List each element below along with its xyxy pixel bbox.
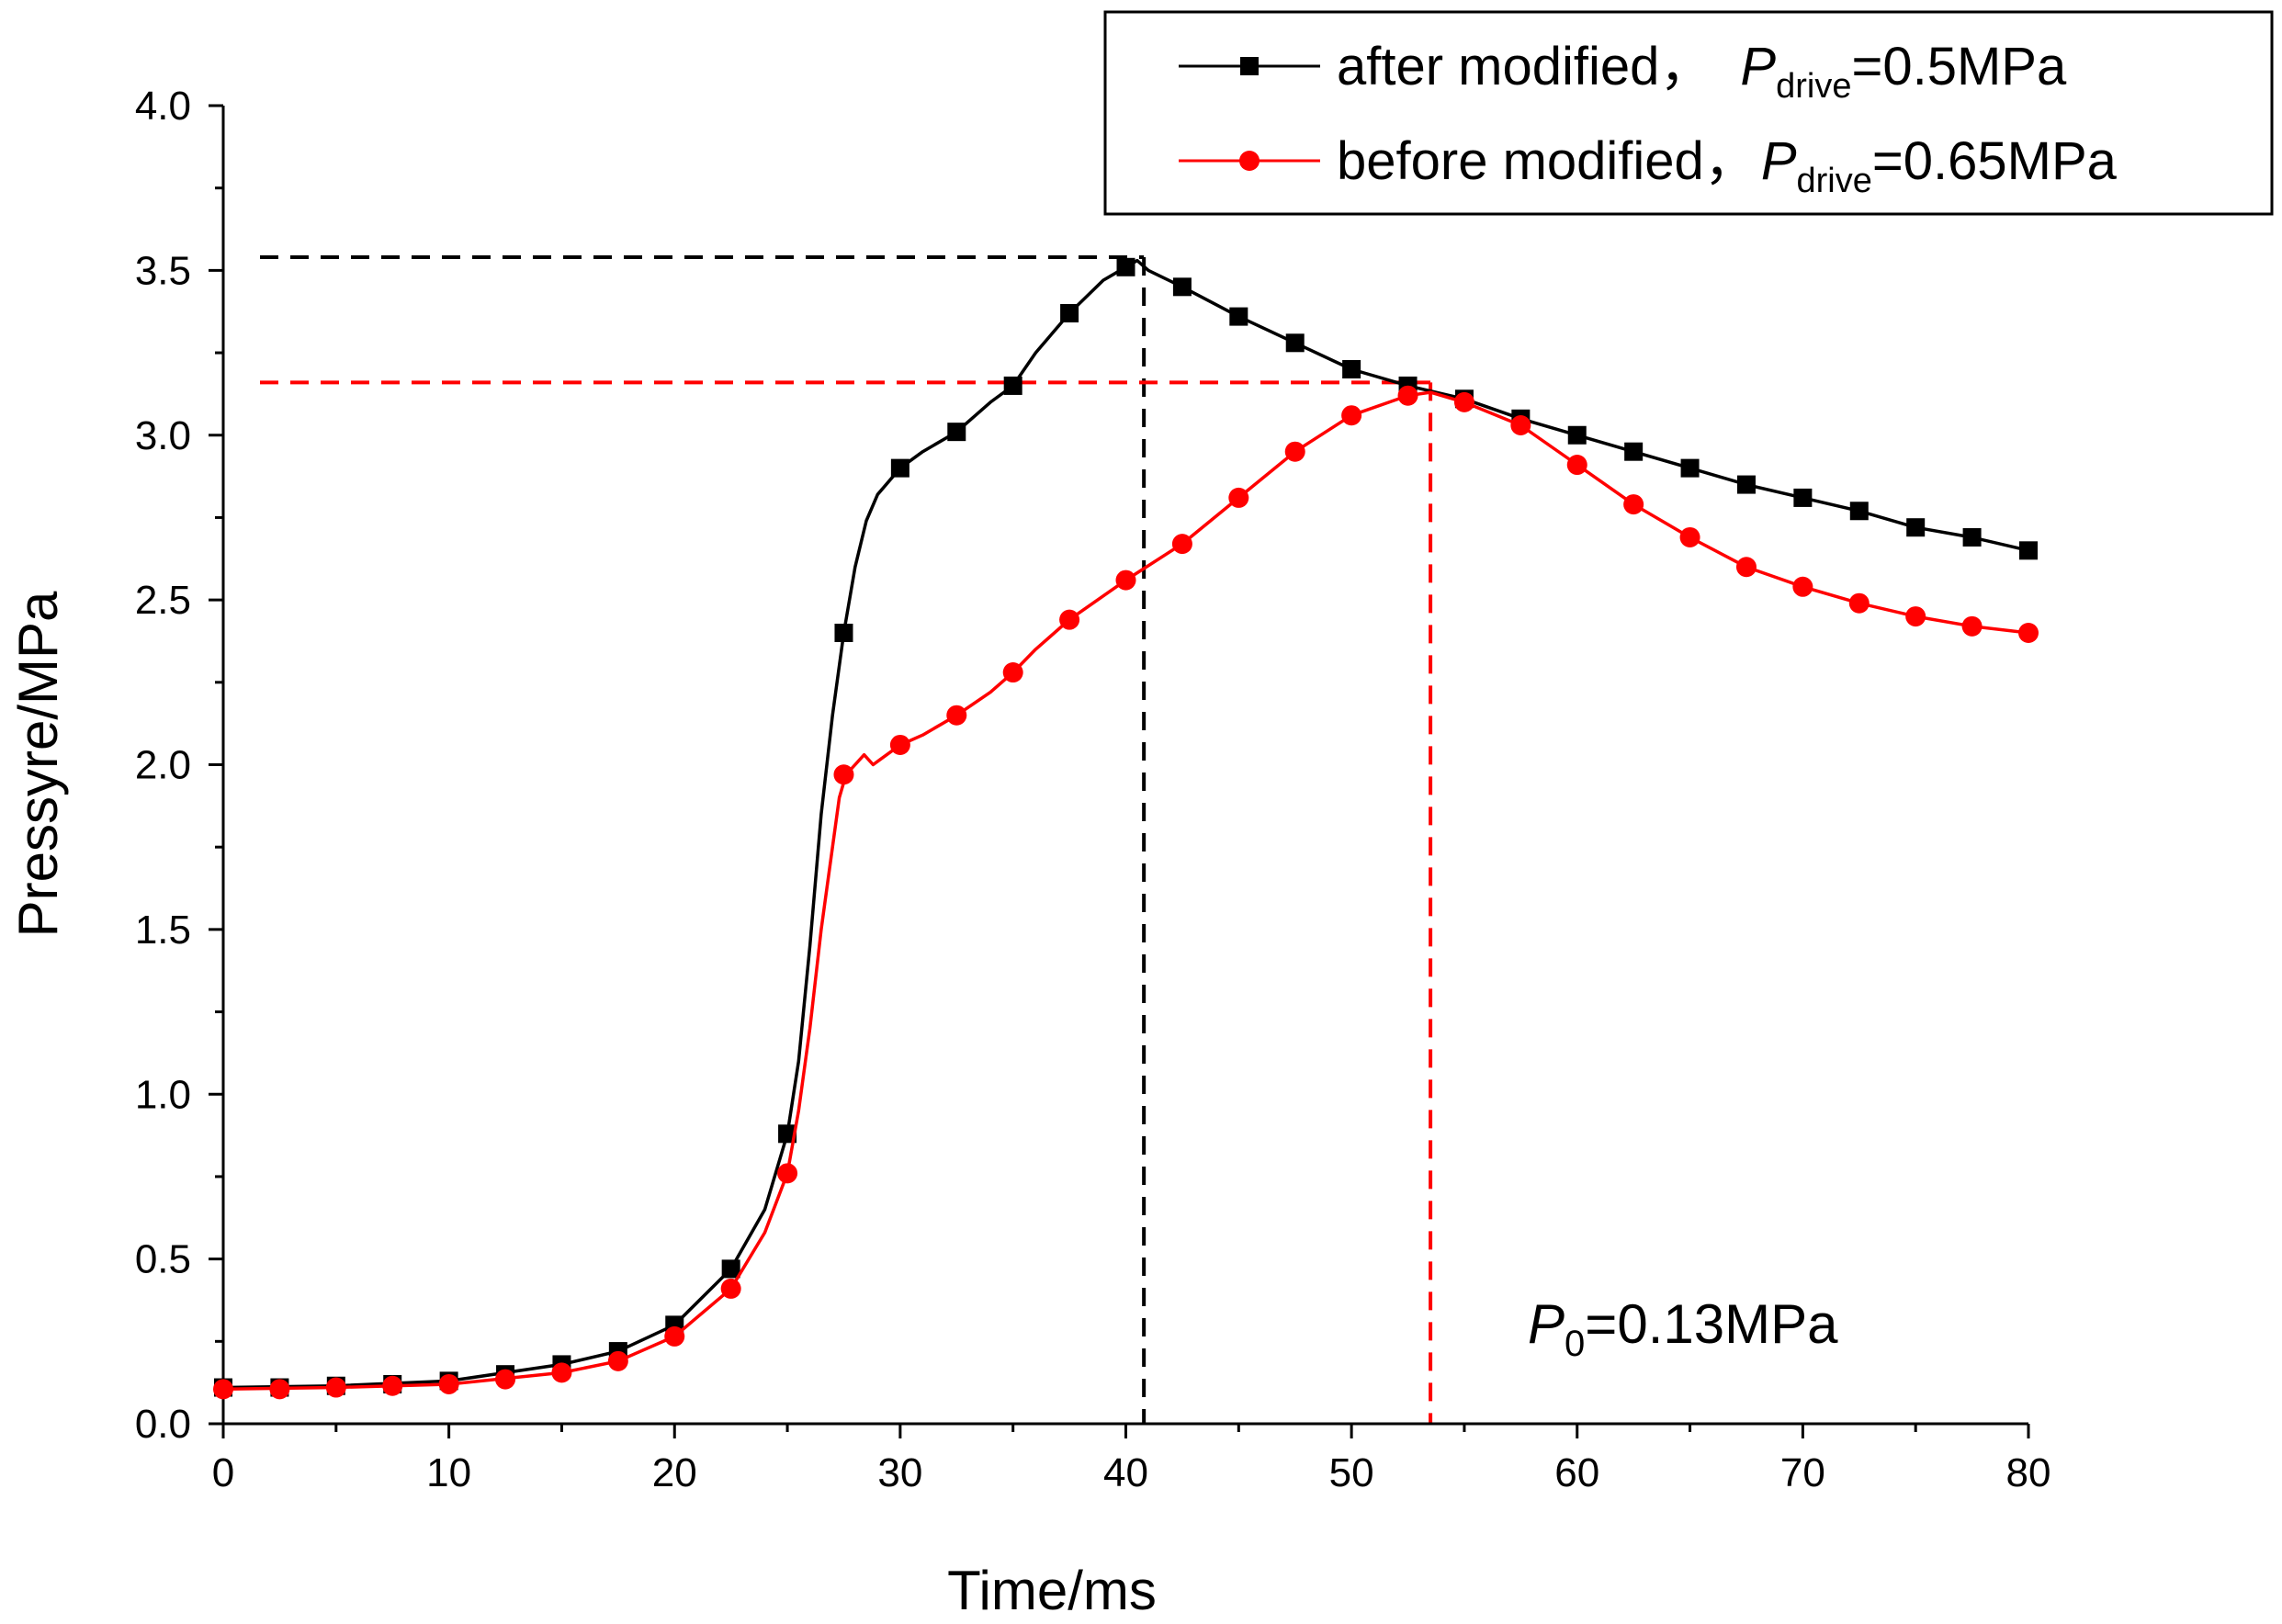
data-point-square	[1116, 257, 1135, 276]
data-point-circle	[946, 705, 967, 726]
data-point-circle	[1002, 662, 1023, 683]
data-point-square	[1962, 527, 1982, 547]
x-tick-label: 20	[652, 1450, 697, 1495]
axes	[221, 106, 2028, 1426]
data-point-circle	[1510, 414, 1531, 435]
data-point-square	[1849, 502, 1869, 521]
legend-marker-after	[1240, 57, 1259, 75]
data-point-square	[1229, 307, 1248, 326]
x-tick-label: 50	[1329, 1450, 1374, 1495]
legend-label-before: before modified，Pdrive=0.65MPa	[1337, 131, 2118, 200]
p0-annotation: P0=0.13MPa	[1528, 1293, 1838, 1364]
data-point-circle	[269, 1379, 290, 1400]
data-point-circle	[1961, 615, 1983, 637]
data-point-circle	[1341, 405, 1362, 426]
axis-ticks: 0 10 20 30 40 50 60 70 80 0.0 0.5 1.0 1.5 2.0 2.5 3.0 3.…	[135, 84, 2051, 1495]
data-point-square	[778, 1124, 797, 1144]
data-point-square	[1060, 304, 1079, 323]
y-tick-label: 2.5	[135, 578, 191, 623]
x-axis-title: Time/ms	[947, 1560, 1157, 1621]
x-tick-label: 70	[1780, 1450, 1825, 1495]
data-point-circle	[777, 1163, 798, 1184]
data-point-square	[1793, 488, 1813, 507]
data-point-circle	[1679, 526, 1700, 547]
x-tick-label: 30	[877, 1450, 922, 1495]
data-point-circle	[720, 1278, 741, 1299]
data-point-circle	[833, 764, 854, 785]
data-point-circle	[889, 734, 910, 755]
data-point-circle	[325, 1377, 346, 1398]
y-tick-label: 0.0	[135, 1402, 191, 1447]
series-layer	[213, 257, 2039, 1400]
data-point-square	[1567, 425, 1587, 445]
x-tick-label: 60	[1554, 1450, 1599, 1495]
y-tick-label: 3.5	[135, 248, 191, 293]
data-point-circle	[1905, 606, 1926, 627]
data-point-circle	[1397, 385, 1418, 406]
data-point-square	[1906, 518, 1926, 537]
data-point-circle	[213, 1379, 233, 1400]
data-point-circle	[438, 1373, 459, 1394]
x-tick-label: 10	[426, 1450, 471, 1495]
x-tick-label: 40	[1103, 1450, 1148, 1495]
data-point-circle	[1848, 592, 1870, 614]
y-tick-label: 2.0	[135, 743, 191, 788]
data-point-square	[1285, 333, 1305, 353]
data-point-square	[721, 1259, 740, 1279]
data-point-circle	[1115, 570, 1136, 591]
y-tick-label: 3.0	[135, 413, 191, 458]
data-point-square	[1003, 376, 1022, 395]
data-point-circle	[551, 1362, 572, 1383]
y-tick-label: 0.5	[135, 1237, 191, 1282]
data-point-square	[1172, 277, 1192, 297]
data-point-circle	[1284, 441, 1305, 462]
x-tick-label: 0	[212, 1450, 234, 1495]
data-point-square	[1342, 360, 1361, 378]
data-point-circle	[607, 1350, 628, 1371]
legend-label-after: after modified， Pdrive=0.5MPa	[1337, 37, 2067, 106]
data-point-circle	[495, 1369, 516, 1390]
y-axis-title: Pressyre/MPa	[7, 591, 69, 937]
data-point-square	[947, 423, 966, 442]
data-point-circle	[664, 1325, 685, 1347]
reference-lines	[260, 255, 1433, 1424]
legend-marker-before	[1239, 151, 1260, 171]
data-point-circle	[1792, 576, 1813, 597]
data-point-circle	[1228, 487, 1249, 508]
data-point-circle	[1171, 534, 1192, 555]
data-point-square	[834, 624, 853, 642]
data-point-circle	[1059, 609, 1080, 630]
legend-box	[1103, 10, 2274, 216]
data-point-circle	[1566, 455, 1587, 476]
data-point-square	[890, 458, 909, 478]
legend: after modified， Pdrive=0.5MPa before modi…	[1103, 10, 2274, 216]
data-point-square	[1624, 442, 1644, 461]
data-point-circle	[2018, 623, 2039, 643]
data-point-square	[1736, 475, 1756, 494]
series-line-1	[222, 390, 2029, 1392]
x-tick-label: 80	[2006, 1450, 2051, 1495]
y-tick-label: 1.5	[135, 908, 191, 953]
data-point-square	[1680, 458, 1700, 478]
data-point-circle	[1453, 391, 1474, 412]
data-point-circle	[382, 1375, 403, 1396]
data-point-circle	[1623, 494, 1644, 515]
series-line-0	[222, 258, 2029, 1390]
data-point-circle	[1735, 557, 1757, 578]
y-tick-label: 1.0	[135, 1072, 191, 1117]
data-point-square	[2019, 541, 2038, 560]
y-tick-label: 4.0	[135, 84, 191, 129]
